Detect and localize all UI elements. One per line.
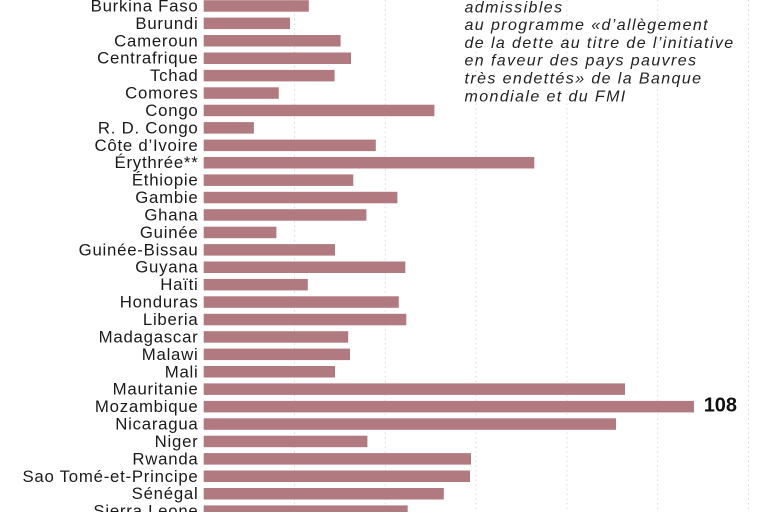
svg-text:Nicaragua: Nicaragua (115, 415, 198, 434)
svg-text:Éthiopie: Éthiopie (132, 171, 199, 190)
svg-text:Rwanda: Rwanda (132, 449, 198, 468)
svg-text:très endettés» de la Banque: très endettés» de la Banque (465, 71, 703, 88)
svg-text:Guinée-Bissau: Guinée-Bissau (79, 240, 199, 259)
svg-text:Malawi: Malawi (142, 345, 199, 364)
svg-text:Gambie: Gambie (135, 188, 198, 207)
svg-text:Sao Tomé-et-Principe: Sao Tomé-et-Principe (22, 467, 198, 486)
svg-text:Ghana: Ghana (144, 206, 198, 225)
svg-text:de la dette au titre de l’init: de la dette au titre de l’initiative (465, 35, 735, 52)
svg-text:Madagascar: Madagascar (99, 327, 199, 346)
svg-text:Sénégal: Sénégal (132, 484, 199, 503)
svg-text:Mozambique: Mozambique (95, 397, 199, 416)
svg-text:Guinée: Guinée (140, 223, 199, 242)
svg-text:Burundi: Burundi (135, 14, 198, 33)
svg-text:Liberia: Liberia (143, 310, 199, 329)
svg-text:Honduras: Honduras (120, 293, 199, 312)
svg-text:Sierra Leone: Sierra Leone (93, 502, 198, 512)
svg-text:Centrafrique: Centrafrique (97, 49, 198, 68)
svg-text:Cameroun: Cameroun (114, 31, 198, 50)
svg-text:108: 108 (704, 395, 737, 417)
svg-text:Mali: Mali (165, 362, 199, 381)
svg-text:au programme «d’allègement: au programme «d’allègement (465, 17, 710, 34)
svg-text:Tchad: Tchad (150, 66, 199, 85)
svg-text:Niger: Niger (155, 432, 199, 451)
svg-text:Mauritanie: Mauritanie (113, 380, 199, 399)
svg-text:Haïti: Haïti (160, 275, 198, 294)
svg-text:Côte d’Ivoire: Côte d’Ivoire (95, 136, 199, 155)
svg-text:Guyana: Guyana (135, 258, 198, 277)
svg-text:admissibles: admissibles (465, 0, 564, 16)
svg-text:Burkina Faso: Burkina Faso (91, 0, 199, 16)
svg-text:R. D. Congo: R. D. Congo (98, 118, 199, 137)
svg-text:en faveur des pays pauvres: en faveur des pays pauvres (465, 53, 698, 70)
svg-text:mondiale et du FMI: mondiale et du FMI (465, 88, 627, 105)
svg-text:Érythrée**: Érythrée** (115, 153, 199, 172)
svg-text:Congo: Congo (145, 101, 198, 120)
svg-text:Comores: Comores (125, 84, 198, 103)
